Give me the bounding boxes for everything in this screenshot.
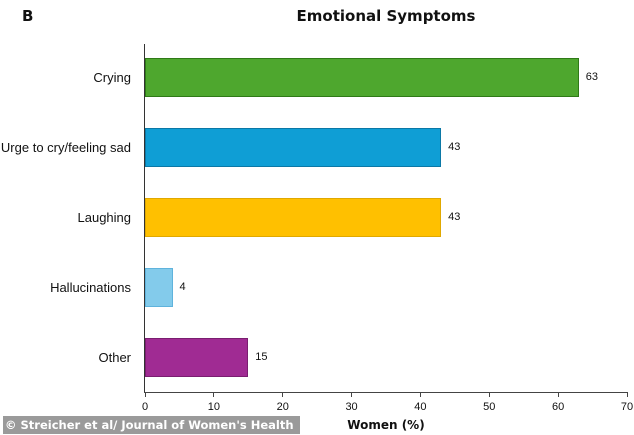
value-label: 15: [255, 351, 268, 363]
y-axis-line: [144, 44, 145, 393]
x-tick: [213, 392, 215, 397]
x-axis-line: [144, 392, 628, 393]
bar-urge-to-cry: [145, 128, 442, 167]
x-tick-label: 50: [483, 401, 496, 413]
bar-hallucinations: [145, 268, 173, 307]
category-label: Laughing: [77, 210, 132, 225]
x-tick-label: 70: [620, 401, 634, 413]
category-label: Crying: [93, 70, 131, 85]
x-tick: [626, 392, 628, 397]
x-tick-label: 10: [207, 401, 220, 413]
value-label: 63: [585, 71, 599, 83]
x-tick-label: 0: [141, 401, 149, 413]
category-label: Urge to cry/feeling sad: [0, 140, 131, 155]
x-tick-label: 30: [345, 401, 358, 413]
bar-crying: [145, 58, 579, 97]
x-tick: [419, 392, 421, 397]
x-tick-label: 60: [552, 401, 565, 413]
value-label: 4: [179, 281, 186, 293]
category-label: Other: [98, 350, 131, 365]
category-label: Hallucinations: [50, 280, 131, 295]
value-label: 43: [448, 211, 461, 223]
chart-title: Emotional Symptoms: [296, 7, 476, 25]
x-tick: [351, 392, 353, 397]
value-label: 43: [448, 141, 461, 153]
x-tick: [488, 392, 490, 397]
x-tick-label: 40: [414, 401, 427, 413]
x-tick: [282, 392, 284, 397]
panel-letter: B: [22, 7, 34, 25]
bar-laughing: [145, 198, 442, 237]
x-axis-label: Women (%): [347, 418, 425, 432]
bar-other: [145, 338, 249, 377]
x-tick: [144, 392, 146, 397]
x-tick-label: 20: [276, 401, 289, 413]
x-tick: [557, 392, 559, 397]
image-credit: © Streicher et al/ Journal of Women's He…: [3, 416, 300, 434]
